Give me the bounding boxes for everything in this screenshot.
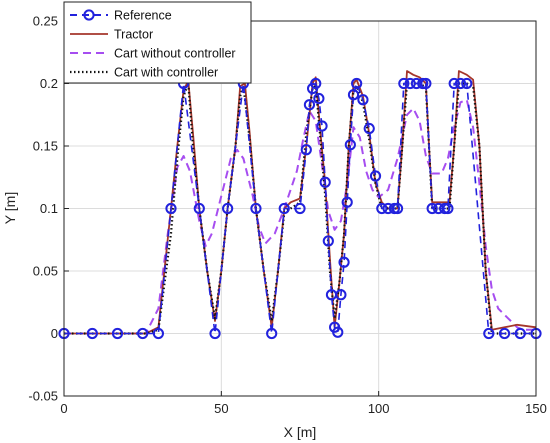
y-tick-label: -0.05	[28, 389, 58, 404]
reference-line	[64, 80, 536, 335]
reference-marker	[300, 144, 312, 156]
reference-marker	[193, 202, 205, 215]
reference-marker	[111, 327, 124, 340]
y-tick-label: 0.1	[40, 201, 58, 216]
legend-entry-label: Cart with controller	[114, 66, 218, 80]
y-tick-label: 0.15	[33, 139, 58, 154]
reference-marker	[222, 202, 234, 215]
x-tick-label: 100	[368, 401, 390, 416]
reference-marker	[86, 327, 98, 340]
x-tick-label: 0	[60, 401, 67, 416]
legend: Reference Tractor Cart without controller C…	[63, 1, 252, 84]
reference-marker	[338, 256, 350, 268]
reference-marker	[420, 77, 432, 90]
reference-marker	[391, 202, 404, 215]
reference-marker	[398, 77, 410, 90]
reference-marker	[376, 202, 388, 215]
cart-with-controller-line	[64, 82, 536, 335]
y-axis-label: Y [m]	[2, 192, 18, 224]
reference-marker	[461, 77, 473, 90]
y-tick-label: 0	[51, 326, 58, 341]
legend-marker	[83, 9, 95, 21]
reference-marker	[454, 77, 467, 90]
reference-marker	[341, 196, 353, 208]
plot-frame	[63, 20, 537, 397]
y-tick-label: 0.05	[33, 264, 58, 279]
reference-marker	[165, 202, 177, 215]
reference-marker	[316, 120, 328, 132]
reference-marker	[209, 327, 221, 340]
reference-marker	[344, 139, 356, 151]
reference-marker	[448, 77, 460, 90]
reference-marker	[369, 170, 382, 182]
legend-entry-label: Cart without controller	[114, 47, 236, 61]
reference-marker	[266, 327, 278, 340]
reference-marker	[363, 122, 375, 135]
reference-marker	[335, 289, 347, 301]
reference-marker	[347, 89, 360, 101]
x-axis-label: X [m]	[284, 424, 317, 440]
series-layer	[58, 70, 542, 340]
reference-marker	[303, 99, 316, 111]
reference-marker	[332, 326, 344, 338]
reference-marker	[319, 176, 331, 188]
reference-marker	[322, 235, 334, 247]
reference-marker	[250, 202, 262, 215]
reference-marker	[278, 202, 290, 215]
x-tick-label: 50	[214, 401, 228, 416]
reference-marker	[152, 327, 164, 340]
x-tick-label: 150	[525, 401, 547, 416]
reference-marker	[357, 94, 369, 106]
reference-marker	[351, 77, 363, 90]
reference-marker	[137, 327, 149, 340]
reference-marker	[514, 327, 526, 340]
legend-entry-label: Reference	[114, 9, 172, 23]
reference-marker	[294, 202, 306, 215]
reference-marker	[404, 77, 416, 90]
reference-marker	[483, 327, 495, 340]
reference-marker	[498, 327, 511, 340]
reference-marker	[442, 202, 454, 215]
legend-entry-label: Tractor	[114, 28, 153, 42]
reference-marker	[426, 202, 438, 215]
y-tick-label: 0.2	[40, 76, 58, 91]
y-tick-label: 0.25	[33, 14, 58, 29]
reference-marker	[313, 92, 325, 105]
reference-marker	[310, 77, 322, 90]
